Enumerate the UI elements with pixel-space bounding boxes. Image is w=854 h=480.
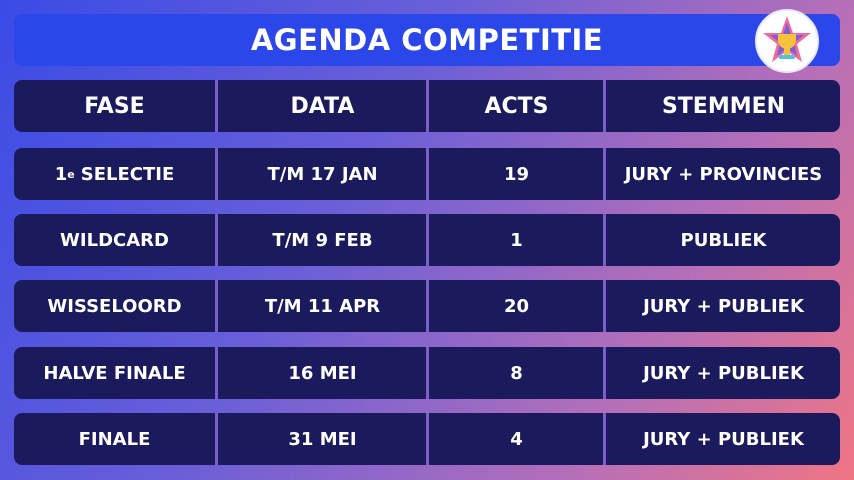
table-row: WILDCARD T/M 9 FEB 1 PUBLIEK <box>14 214 840 266</box>
separator <box>603 214 606 266</box>
separator <box>426 280 429 332</box>
header-text: STEMMEN <box>661 93 786 119</box>
table-cell: FINALE <box>14 413 215 465</box>
header-cell: FASE <box>14 80 215 132</box>
separator <box>215 280 218 332</box>
header-cell: ACTS <box>430 80 603 132</box>
separator <box>215 214 218 266</box>
superscript: e <box>67 167 75 181</box>
header-cell: STEMMEN <box>607 80 840 132</box>
table-row: 1 e SELECTIE T/M 17 JAN 19 JURY + PROVINCIES <box>14 148 840 200</box>
separator <box>426 148 429 200</box>
table-cell: 8 <box>430 347 603 399</box>
separator <box>215 347 218 399</box>
header-text: ACTS <box>484 93 549 119</box>
cell-text: WISSELOORD <box>47 295 182 317</box>
table-cell: 1 e SELECTIE <box>14 148 215 200</box>
table-cell: WILDCARD <box>14 214 215 266</box>
cell-text: 16 MEI <box>288 362 357 384</box>
cell-text: JURY + PUBLIEK <box>643 295 804 317</box>
separator <box>603 148 606 200</box>
separator <box>426 347 429 399</box>
cell-text: 4 <box>510 428 523 450</box>
cell-text: WILDCARD <box>60 229 169 251</box>
table-cell: 1 <box>430 214 603 266</box>
title-bar: AGENDA COMPETITIE <box>14 14 840 66</box>
table-cell: WISSELOORD <box>14 280 215 332</box>
table-cell: 31 MEI <box>219 413 426 465</box>
table-row: WISSELOORD T/M 11 APR 20 JURY + PUBLIEK <box>14 280 840 332</box>
table-cell: 16 MEI <box>219 347 426 399</box>
logo <box>755 9 819 73</box>
cell-text: 1 <box>510 229 523 251</box>
cell-text: 20 <box>503 295 530 317</box>
table-cell: JURY + PUBLIEK <box>607 413 840 465</box>
table-cell: T/M 11 APR <box>219 280 426 332</box>
table-cell: 19 <box>430 148 603 200</box>
separator <box>603 280 606 332</box>
table-cell: 20 <box>430 280 603 332</box>
table-row: FINALE 31 MEI 4 JURY + PUBLIEK <box>14 413 840 465</box>
table-cell: JURY + PUBLIEK <box>607 347 840 399</box>
separator <box>215 148 218 200</box>
separator <box>426 413 429 465</box>
separator <box>603 347 606 399</box>
header-text: FASE <box>84 93 145 119</box>
header-cell: DATA <box>219 80 426 132</box>
table-cell: T/M 17 JAN <box>219 148 426 200</box>
header-row: FASE DATA ACTS STEMMEN <box>14 80 840 132</box>
separator <box>426 214 429 266</box>
cell-text: JURY + PUBLIEK <box>643 428 804 450</box>
cell-text: HALVE FINALE <box>43 362 186 384</box>
cell-text: T/M 17 JAN <box>267 163 378 185</box>
cell-text: FINALE <box>78 428 151 450</box>
cell-text: SELECTIE <box>80 163 175 185</box>
cell-text: JURY + PUBLIEK <box>643 362 804 384</box>
separator <box>426 80 429 132</box>
cell-text: T/M 9 FEB <box>272 229 373 251</box>
cell-text: T/M 11 APR <box>264 295 381 317</box>
table-cell: JURY + PUBLIEK <box>607 280 840 332</box>
cell-text: 19 <box>503 163 530 185</box>
separator <box>603 413 606 465</box>
table-row: HALVE FINALE 16 MEI 8 JURY + PUBLIEK <box>14 347 840 399</box>
separator <box>215 80 218 132</box>
table-cell: HALVE FINALE <box>14 347 215 399</box>
cell-text: PUBLIEK <box>680 229 767 251</box>
title: AGENDA COMPETITIE <box>250 23 604 57</box>
table-cell: T/M 9 FEB <box>219 214 426 266</box>
cell-text: JURY + PROVINCIES <box>624 163 823 185</box>
separator <box>603 80 606 132</box>
table-cell: PUBLIEK <box>607 214 840 266</box>
table-cell: 4 <box>430 413 603 465</box>
table-cell: JURY + PROVINCIES <box>607 148 840 200</box>
cell-text: 1 <box>54 163 68 185</box>
cell-text: 8 <box>510 362 523 384</box>
header-text: DATA <box>290 93 355 119</box>
cell-text: 31 MEI <box>288 428 357 450</box>
separator <box>215 413 218 465</box>
